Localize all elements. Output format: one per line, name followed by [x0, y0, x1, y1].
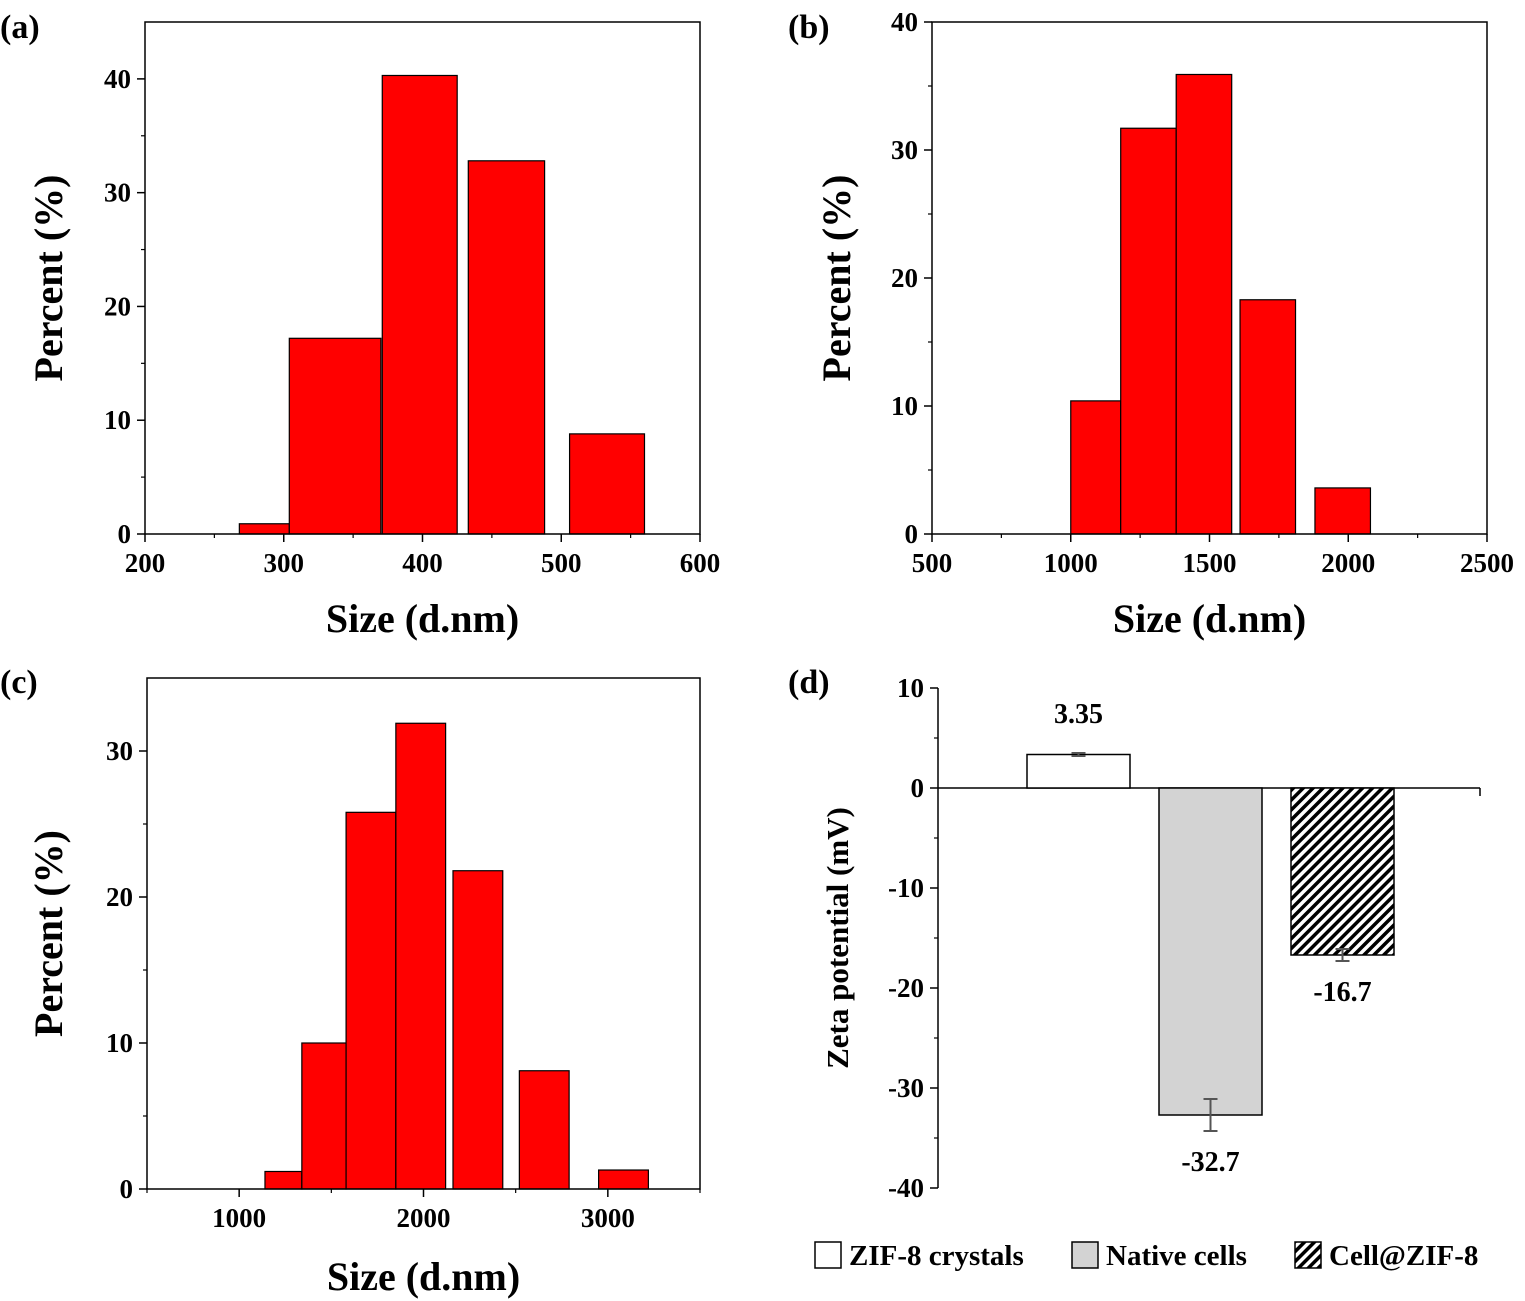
x-tick-label: 1000 — [1044, 548, 1098, 578]
y-tick-label: 30 — [891, 135, 918, 165]
bar — [238, 523, 290, 535]
x-axis-label: Size (d.nm) — [327, 1254, 520, 1299]
x-axis-label: Size (d.nm) — [1113, 596, 1306, 641]
y-tick-label: 0 — [118, 519, 132, 549]
y-tick-label: -20 — [888, 973, 924, 1003]
bar — [1070, 400, 1122, 535]
y-tick-label: 10 — [106, 1028, 133, 1058]
legend-label: ZIF-8 crystals — [849, 1240, 1024, 1272]
value-label: -16.7 — [1313, 977, 1371, 1008]
x-tick-label: 1500 — [1183, 548, 1237, 578]
x-axis-label: Size (d.nm) — [326, 596, 519, 641]
y-tick-label: -40 — [888, 1173, 924, 1203]
panel-label: (b) — [788, 9, 830, 46]
chart-b: 0 10 20 30 40 500 1000 1500 2000 2500 Size (d.nm) P… — [788, 7, 1514, 641]
y-tick-label: 0 — [911, 773, 925, 803]
x-tick-label: 400 — [402, 548, 443, 578]
y-tick-label: 40 — [891, 7, 918, 37]
chart-a: 0 10 20 30 40 200 300 400 500 600 Size (d.nm) Perce… — [0, 9, 720, 641]
bar — [568, 433, 646, 535]
y-axis-label: Zeta potential (mV) — [820, 807, 855, 1069]
panel-label: (c) — [0, 664, 38, 701]
x-tick-label: 200 — [125, 548, 166, 578]
x-tick-label: 2000 — [397, 1203, 451, 1233]
y-tick-label: 20 — [104, 291, 131, 321]
y-tick-label: -10 — [888, 873, 924, 903]
y-tick-label: -30 — [888, 1073, 924, 1103]
x-tick-label: 500 — [912, 548, 953, 578]
y-tick-label: 10 — [897, 673, 924, 703]
bar — [345, 811, 397, 1190]
bar — [1239, 299, 1297, 535]
value-label: -32.7 — [1181, 1147, 1239, 1178]
value-label: 3.35 — [1054, 699, 1103, 730]
legend-swatch — [814, 1241, 842, 1269]
y-axis-label: Percent (%) — [26, 175, 71, 382]
bar — [518, 1070, 570, 1190]
y-tick-label: 20 — [891, 263, 918, 293]
x-tick-label: 3000 — [581, 1203, 635, 1233]
bar — [288, 337, 382, 535]
bar — [452, 870, 504, 1190]
y-tick-label: 0 — [905, 519, 919, 549]
bar — [1175, 73, 1233, 535]
bar — [264, 1170, 303, 1190]
legend-label: Native cells — [1106, 1240, 1247, 1272]
legend-label: Cell@ZIF-8 — [1329, 1240, 1478, 1272]
panel-label: (a) — [0, 9, 40, 46]
panel-label: (d) — [788, 664, 830, 701]
y-tick-label: 10 — [891, 391, 918, 421]
x-tick-label: 500 — [541, 548, 582, 578]
x-tick-label: 600 — [680, 548, 721, 578]
bar-zif-8-crystals — [1026, 753, 1131, 789]
bar — [395, 722, 447, 1190]
bar — [301, 1042, 347, 1190]
x-tick-label: 2500 — [1460, 548, 1514, 578]
x-tick-label: 1000 — [212, 1203, 266, 1233]
chart-d: 10 0 -10 -20 -30 -40 3.35 -32.7 -16.7 Zeta potent… — [788, 664, 1481, 1272]
legend-swatch — [1294, 1241, 1322, 1269]
x-tick-label: 2000 — [1321, 548, 1375, 578]
y-tick-label: 10 — [104, 405, 131, 435]
bar — [381, 74, 458, 535]
chart-c: 0 10 20 30 1000 2000 3000 Size (d.nm) Percent (%… — [0, 664, 701, 1299]
bar-cell-zif-8 — [1290, 787, 1395, 956]
bar-native-cells — [1158, 787, 1263, 1116]
y-tick-label: 30 — [104, 178, 131, 208]
y-tick-label: 20 — [106, 882, 133, 912]
bar — [1120, 127, 1177, 535]
bar — [1314, 487, 1372, 535]
legend-swatch — [1071, 1241, 1099, 1269]
y-axis-label: Percent (%) — [814, 175, 859, 382]
y-tick-label: 40 — [104, 64, 131, 94]
y-axis-label: Percent (%) — [26, 830, 71, 1037]
bar — [598, 1169, 649, 1190]
bar — [467, 160, 546, 535]
y-tick-label: 0 — [120, 1174, 134, 1204]
x-tick-label: 300 — [264, 548, 305, 578]
y-tick-label: 30 — [106, 736, 133, 766]
